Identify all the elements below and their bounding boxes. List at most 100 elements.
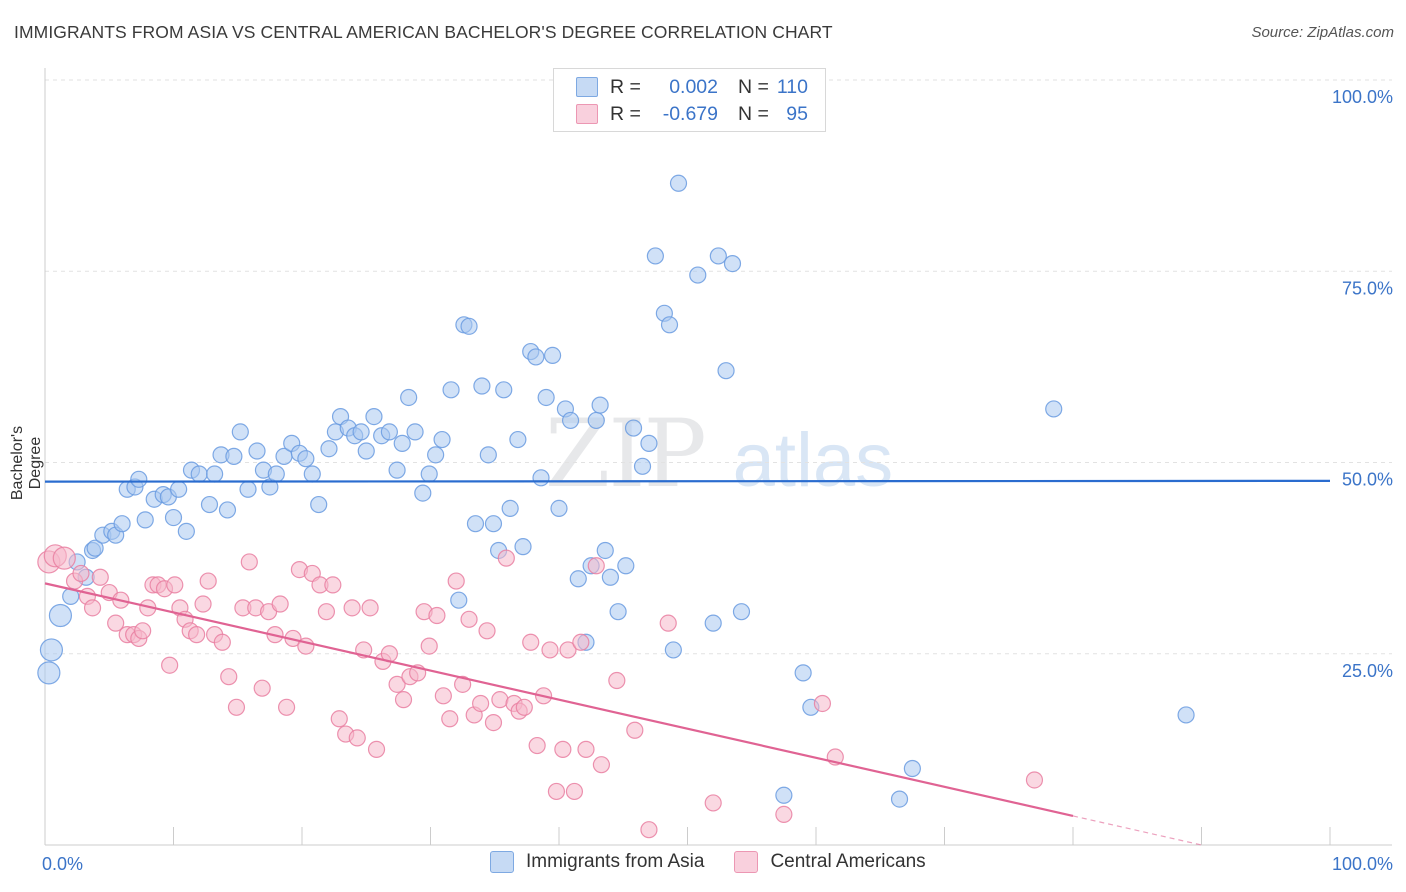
data-point-central-americans — [199, 572, 217, 590]
data-point-central-americans — [460, 610, 478, 628]
data-point-central-americans — [472, 694, 490, 713]
series-legend-item-central-americans[interactable]: Central Americans — [734, 851, 926, 873]
data-point-central-americans — [188, 626, 206, 644]
data-point-asia — [231, 423, 249, 441]
data-point-asia — [466, 515, 485, 533]
data-point-asia — [495, 381, 513, 399]
data-point-asia — [48, 603, 73, 628]
data-point-central-americans — [91, 568, 109, 586]
data-point-asia — [39, 638, 64, 662]
data-point-central-americans — [330, 710, 348, 728]
legend-n-value: 95 — [786, 102, 808, 125]
y-tick-label: 75.0% — [1342, 278, 1393, 298]
data-point-asia — [484, 515, 503, 533]
data-point-central-americans — [565, 782, 584, 801]
data-point-central-americans — [592, 756, 611, 774]
series-swatch-asia — [490, 851, 514, 873]
chart-title: IMMIGRANTS FROM ASIA VS CENTRAL AMERICAN… — [14, 22, 833, 42]
data-point-asia — [1045, 400, 1063, 418]
data-point-central-americans — [361, 599, 379, 617]
data-point-asia — [646, 247, 664, 265]
data-point-central-americans — [220, 668, 238, 686]
data-point-asia — [310, 495, 328, 514]
data-point-central-americans — [541, 641, 559, 659]
data-point-asia — [200, 495, 219, 514]
legend-swatch-asia — [576, 77, 598, 97]
data-point-central-americans — [572, 633, 590, 651]
data-point-central-americans — [478, 622, 496, 640]
data-point-central-americans — [441, 710, 459, 728]
data-point-central-americans — [107, 614, 125, 632]
data-point-central-americans — [659, 614, 677, 632]
data-point-asia — [717, 362, 735, 380]
y-tick-label: 25.0% — [1342, 661, 1393, 681]
data-point-asia — [170, 480, 188, 498]
data-point-central-americans — [559, 641, 577, 659]
data-point-asia — [130, 470, 148, 488]
trend-line-extension — [1072, 815, 1202, 846]
data-point-central-americans — [420, 637, 438, 655]
data-point-central-americans — [447, 572, 465, 590]
data-point-asia — [669, 174, 688, 192]
data-point-central-americans — [640, 821, 658, 839]
data-point-central-americans — [83, 599, 102, 617]
data-point-asia — [365, 408, 383, 426]
data-point-asia — [427, 446, 445, 464]
data-point-asia — [352, 423, 370, 441]
data-point-asia — [561, 411, 580, 430]
data-point-central-americans — [454, 675, 472, 693]
legend-row-central-americans: R = -0.679 N = 95 — [576, 102, 808, 126]
legend-n-label: N = — [738, 75, 769, 98]
data-point-central-americans — [394, 691, 413, 709]
legend-r-label: R = — [610, 102, 641, 125]
data-point-asia — [136, 511, 154, 529]
y-axis-label: Bachelor's Degree — [9, 425, 44, 501]
legend-r-label: R = — [610, 75, 641, 98]
data-point-asia — [601, 568, 620, 586]
trend-line-central-americans — [44, 582, 1074, 818]
data-point-asia — [320, 440, 338, 458]
data-point-asia — [450, 591, 468, 609]
data-point-asia — [794, 664, 812, 682]
data-point-asia — [550, 499, 568, 517]
data-point-asia — [532, 469, 550, 487]
data-point-central-americans — [547, 782, 566, 801]
data-point-central-americans — [343, 599, 361, 617]
data-point-central-americans — [227, 698, 246, 716]
series-label-central-americans: Central Americans — [770, 851, 926, 872]
data-point-asia — [501, 499, 519, 517]
data-point-asia — [704, 614, 722, 632]
legend-n-label: N = — [738, 102, 769, 125]
data-point-central-americans — [317, 603, 336, 621]
series-label-asia: Immigrants from Asia — [526, 851, 705, 872]
data-point-asia — [473, 377, 491, 395]
data-point-asia — [406, 423, 424, 441]
data-point-central-americans — [253, 679, 271, 697]
series-legend-item-asia[interactable]: Immigrants from Asia — [490, 851, 704, 873]
legend-row-asia: R = 0.002 N = 110 — [576, 75, 808, 99]
data-point-central-americans — [497, 549, 515, 567]
data-point-central-americans — [388, 675, 406, 693]
data-point-asia — [660, 316, 679, 334]
data-point-central-americans — [522, 633, 540, 651]
data-point-asia — [596, 541, 614, 560]
legend-swatch-central-americans — [576, 104, 598, 124]
data-point-asia — [225, 447, 243, 465]
data-point-central-americans — [213, 633, 231, 651]
data-point-central-americans — [271, 595, 289, 613]
data-point-asia — [37, 661, 61, 685]
data-point-central-americans — [515, 698, 533, 716]
data-point-asia — [775, 786, 793, 804]
data-point-asia — [420, 465, 438, 483]
data-point-central-americans — [484, 713, 503, 732]
data-point-central-americans — [367, 740, 386, 758]
x-tick-label: 0.0% — [42, 854, 83, 874]
data-point-asia — [297, 450, 315, 468]
y-tick-label: 50.0% — [1342, 470, 1393, 490]
data-point-asia — [689, 266, 707, 284]
data-point-asia — [433, 430, 451, 449]
data-point-asia — [414, 484, 432, 502]
data-point-asia — [442, 381, 460, 399]
data-point-asia — [537, 388, 555, 407]
